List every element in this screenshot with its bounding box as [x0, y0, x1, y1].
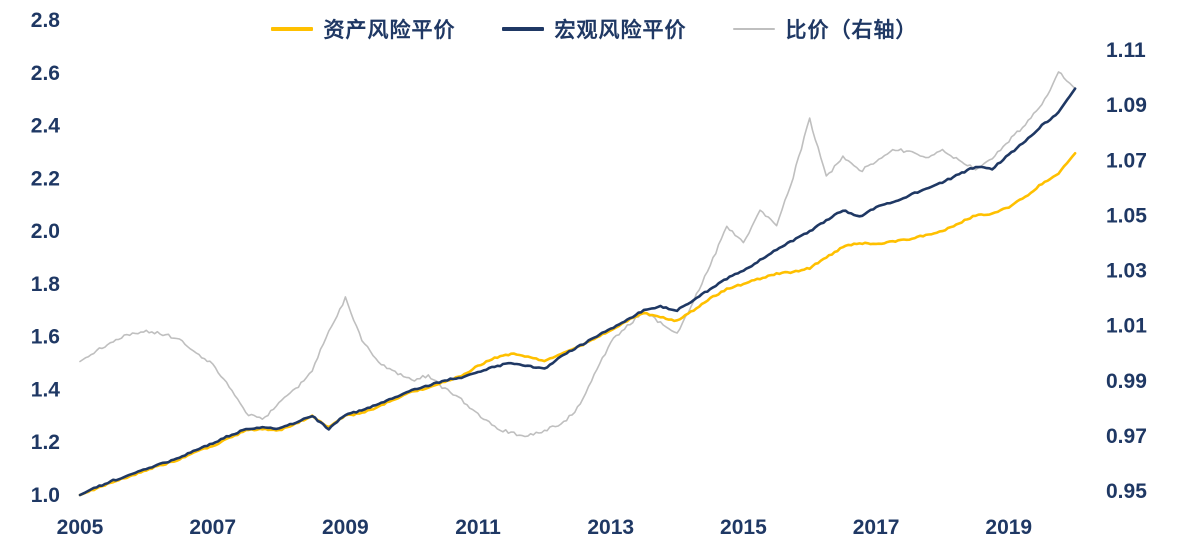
legend-line-swatch-ratio	[732, 28, 775, 30]
y-axis-left-tick-label: 2.2	[31, 167, 60, 190]
x-axis-tick-label: 2013	[587, 516, 634, 539]
x-axis-tick-label: 2007	[189, 516, 236, 539]
y-axis-right-tick-label: 1.03	[1106, 260, 1147, 283]
y-axis-left-tick-label: 1.4	[31, 378, 61, 401]
x-axis-tick-label: 2019	[985, 516, 1032, 539]
y-axis-left-tick-label: 1.6	[31, 326, 60, 349]
legend-item-ratio: 比价（右轴）	[732, 14, 918, 44]
chart-legend: 资产风险平价 宏观风险平价 比价（右轴）	[0, 14, 1188, 44]
legend-label-ratio: 比价（右轴）	[785, 19, 918, 42]
x-axis-tick-label: 2011	[455, 516, 501, 539]
series-line-1	[78, 87, 1077, 497]
legend-label-asset: 资产风险平价	[323, 19, 456, 42]
x-axis-tick-label: 2009	[322, 516, 369, 539]
legend-line-swatch-asset	[270, 27, 313, 31]
y-axis-left-tick-label: 2.0	[31, 220, 60, 243]
y-axis-right-tick-label: 1.09	[1106, 94, 1147, 117]
x-axis-tick-label: 2015	[720, 516, 767, 539]
legend-item-asset-risk-parity: 资产风险平价	[270, 14, 456, 44]
series-line-2	[79, 71, 1076, 438]
y-axis-right-tick-label: 0.99	[1106, 370, 1147, 393]
y-axis-left-tick-label: 1.8	[31, 273, 61, 296]
y-axis-left-tick-label: 2.4	[31, 115, 61, 138]
legend-item-macro-risk-parity: 宏观风险平价	[501, 14, 687, 44]
y-axis-right-tick-label: 1.11	[1106, 39, 1146, 62]
y-axis-right-tick-label: 0.95	[1106, 480, 1147, 503]
series-line-0	[78, 152, 1077, 497]
y-axis-right-tick-label: 1.01	[1106, 315, 1147, 338]
y-axis-left-tick-label: 1.0	[31, 484, 60, 507]
x-axis-tick-label: 2017	[853, 516, 900, 539]
y-axis-right-tick-label: 1.07	[1106, 149, 1147, 172]
x-axis-tick-label: 2005	[57, 516, 104, 539]
y-axis-left-tick-label: 1.2	[31, 431, 60, 454]
legend-label-macro: 宏观风险平价	[554, 19, 687, 42]
y-axis-left-tick-label: 2.6	[31, 62, 60, 85]
legend-line-swatch-macro	[501, 27, 544, 31]
y-axis-right-tick-label: 0.97	[1106, 425, 1147, 448]
y-axis-left-tick-label: 2.8	[31, 9, 61, 32]
y-axis-right-tick-label: 1.05	[1106, 204, 1147, 227]
